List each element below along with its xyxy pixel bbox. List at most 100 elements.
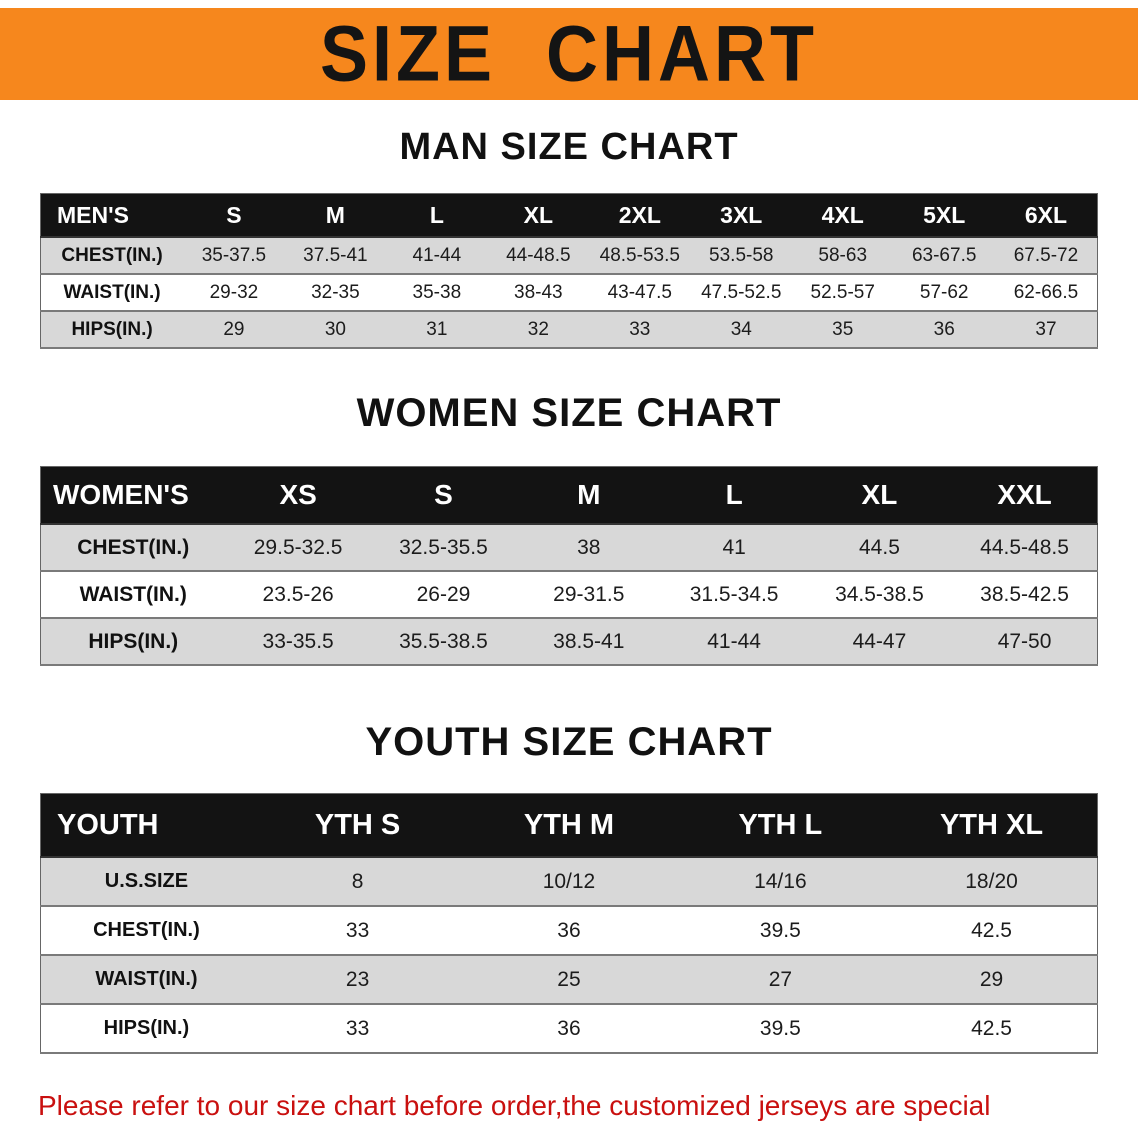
- men-size-table: MEN'S S M L XL 2XL 3XL 4XL 5XL 6XL CHEST…: [40, 193, 1098, 349]
- column-header: 3XL: [690, 193, 792, 238]
- row-label: HIPS(IN.): [40, 1004, 252, 1054]
- size-value: 37.5-41: [284, 237, 387, 275]
- table-row: CHEST(IN.) 29.5-32.5 32.5-35.5 38 41 44.…: [40, 524, 1098, 572]
- size-value: 67.5-72: [994, 237, 1098, 275]
- size-value: 29-31.5: [516, 571, 662, 619]
- column-header: XL: [806, 466, 953, 525]
- size-value: 23: [251, 955, 464, 1005]
- size-value: 44.5-48.5: [952, 524, 1098, 572]
- banner: SIZE CHART: [0, 8, 1138, 100]
- table-row: HIPS(IN.) 33 36 39.5 42.5: [40, 1004, 1098, 1054]
- size-value: 31: [386, 311, 488, 349]
- size-value: 30: [284, 311, 387, 349]
- size-value: 32.5-35.5: [370, 524, 517, 572]
- size-value: 33: [589, 311, 691, 349]
- size-value: 34.5-38.5: [806, 571, 953, 619]
- size-chart-page: SIZE CHART MAN SIZE CHART MEN'S S M L XL…: [0, 8, 1138, 1132]
- row-label: HIPS(IN.): [40, 311, 184, 349]
- size-value: 41-44: [386, 237, 488, 275]
- row-label: WAIST(IN.): [40, 955, 252, 1005]
- column-header: M: [516, 466, 662, 525]
- size-value: 29.5-32.5: [225, 524, 371, 572]
- size-value: 42.5: [886, 906, 1098, 956]
- footer-notice: Please refer to our size chart before or…: [0, 1084, 1138, 1132]
- size-value: 31.5-34.5: [661, 571, 807, 619]
- size-value: 26-29: [370, 571, 517, 619]
- size-value: 38.5-42.5: [952, 571, 1098, 619]
- size-value: 38.5-41: [516, 618, 662, 666]
- size-value: 29: [183, 311, 285, 349]
- column-header: YTH L: [674, 793, 887, 858]
- row-label: CHEST(IN.): [40, 906, 252, 956]
- column-header: S: [183, 193, 285, 238]
- size-value: 47.5-52.5: [690, 274, 792, 312]
- man-section-heading: MAN SIZE CHART: [399, 126, 739, 168]
- column-header: XS: [225, 466, 371, 525]
- column-header: XL: [487, 193, 590, 238]
- size-value: 36: [463, 1004, 675, 1054]
- table-row: HIPS(IN.) 33-35.5 35.5-38.5 38.5-41 41-4…: [40, 618, 1098, 666]
- table-row: WAIST(IN.) 23.5-26 26-29 29-31.5 31.5-34…: [40, 571, 1098, 619]
- youth-section-heading: YOUTH SIZE CHART: [365, 720, 773, 764]
- size-value: 35-38: [386, 274, 488, 312]
- column-header: S: [370, 466, 517, 525]
- size-value: 58-63: [792, 237, 894, 275]
- row-label: CHEST(IN.): [40, 237, 184, 275]
- size-value: 35.5-38.5: [370, 618, 517, 666]
- table-row: HIPS(IN.) 29 30 31 32 33 34 35 36 37: [40, 311, 1098, 349]
- size-value: 42.5: [886, 1004, 1098, 1054]
- column-header: YTH XL: [886, 793, 1098, 858]
- size-value: 27: [674, 955, 887, 1005]
- table-row: WAIST(IN.) 29-32 32-35 35-38 38-43 43-47…: [40, 274, 1098, 312]
- women-header-row: WOMEN'S XS S M L XL XXL: [40, 466, 1098, 525]
- column-header: L: [386, 193, 488, 238]
- row-label: WAIST(IN.): [40, 274, 184, 312]
- size-value: 44-47: [806, 618, 953, 666]
- size-value: 44.5: [806, 524, 953, 572]
- size-value: 38: [516, 524, 662, 572]
- table-row: WAIST(IN.) 23 25 27 29: [40, 955, 1098, 1005]
- size-value: 35-37.5: [183, 237, 285, 275]
- size-value: 10/12: [463, 857, 675, 907]
- size-value: 38-43: [487, 274, 590, 312]
- youth-size-table: YOUTH YTH S YTH M YTH L YTH XL U.S.SIZE …: [40, 793, 1098, 1054]
- page-title: SIZE CHART: [320, 9, 818, 98]
- size-value: 18/20: [886, 857, 1098, 907]
- size-value: 23.5-26: [225, 571, 371, 619]
- table-row: CHEST(IN.) 33 36 39.5 42.5: [40, 906, 1098, 956]
- size-value: 52.5-57: [792, 274, 894, 312]
- size-value: 33: [251, 906, 464, 956]
- size-value: 36: [463, 906, 675, 956]
- size-value: 33-35.5: [225, 618, 371, 666]
- size-value: 53.5-58: [690, 237, 792, 275]
- footer-notice-line1: Please refer to our size chart before or…: [38, 1090, 991, 1121]
- column-header: 5XL: [893, 193, 995, 238]
- size-value: 37: [994, 311, 1098, 349]
- size-value: 32: [487, 311, 590, 349]
- size-value: 63-67.5: [893, 237, 995, 275]
- column-header: 6XL: [994, 193, 1098, 238]
- column-header: M: [284, 193, 387, 238]
- women-table-title: WOMEN'S: [40, 466, 226, 525]
- women-section-heading: WOMEN SIZE CHART: [356, 391, 782, 435]
- size-value: 57-62: [893, 274, 995, 312]
- size-value: 29-32: [183, 274, 285, 312]
- size-value: 43-47.5: [589, 274, 691, 312]
- size-value: 39.5: [674, 1004, 887, 1054]
- column-header: YTH S: [251, 793, 464, 858]
- size-value: 41-44: [661, 618, 807, 666]
- size-value: 32-35: [284, 274, 387, 312]
- size-value: 47-50: [952, 618, 1098, 666]
- size-value: 36: [893, 311, 995, 349]
- youth-table-title: YOUTH: [40, 793, 252, 858]
- men-table-title: MEN'S: [40, 193, 184, 238]
- size-value: 34: [690, 311, 792, 349]
- men-header-row: MEN'S S M L XL 2XL 3XL 4XL 5XL 6XL: [40, 193, 1098, 238]
- size-value: 14/16: [674, 857, 887, 907]
- size-value: 33: [251, 1004, 464, 1054]
- row-label: WAIST(IN.): [40, 571, 226, 619]
- table-row: CHEST(IN.) 35-37.5 37.5-41 41-44 44-48.5…: [40, 237, 1098, 275]
- column-header: 2XL: [589, 193, 691, 238]
- size-value: 39.5: [674, 906, 887, 956]
- column-header: L: [661, 466, 807, 525]
